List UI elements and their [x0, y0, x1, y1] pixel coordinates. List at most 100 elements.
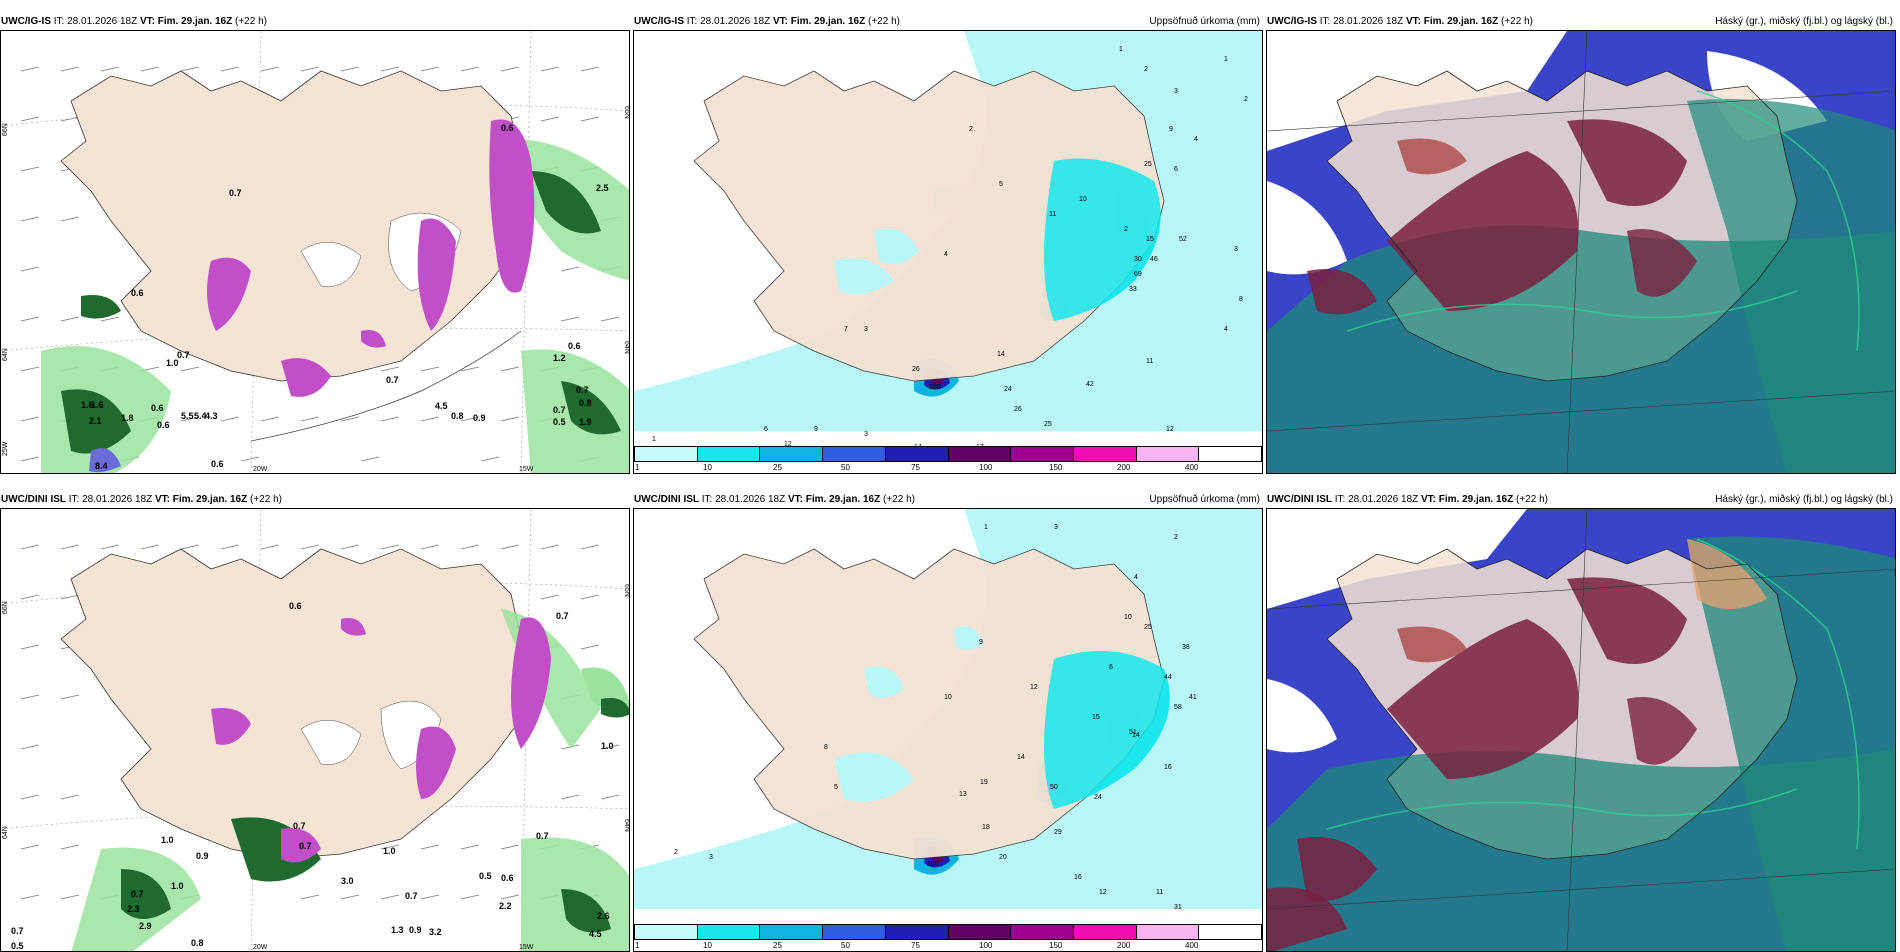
value-label: 25: [1144, 624, 1152, 631]
model-name: UWC/IG-IS: [1267, 16, 1317, 27]
value-label: 4.3: [205, 411, 218, 421]
value-label: 0.7: [553, 405, 566, 415]
lead-time: (+22 h): [235, 16, 267, 27]
legend-swatch: [823, 447, 886, 461]
legend-swatch: [1136, 447, 1200, 461]
value-label: 3: [1054, 524, 1058, 531]
value-label: 0.6: [568, 341, 581, 351]
purple-patches: [207, 119, 535, 397]
value-label: 0.9: [473, 413, 486, 423]
precip-map[interactable]: 1 3 2 4 10 25 38 41 44 51 58 16 24 29 20…: [633, 508, 1263, 952]
value-label: 2: [969, 126, 973, 133]
lead-time: (+22 h): [250, 494, 282, 505]
value-label: 24: [1094, 794, 1102, 801]
value-label: 0.6: [501, 873, 514, 883]
value-label: 0.7: [299, 841, 312, 851]
model-name: UWC/DINI ISL: [634, 494, 699, 505]
precip-map-svg: 1 3 2 4 10 25 38 41 44 51 58 16 24 29 20…: [634, 509, 1262, 951]
model-name: UWC/DINI ISL: [1, 494, 66, 505]
legend-tick: 10: [703, 463, 712, 472]
precip-map[interactable]: 1 2 3 1 2 4 6 3 9 25 30 52 42 46 15 2 8 …: [633, 30, 1263, 474]
precip-labels: 1 3 2 4 10 25 38 41 44 51 58 16 24 29 20…: [674, 524, 1197, 911]
value-label: 0.8: [579, 398, 592, 408]
it-label: IT: 28.01.2026 18Z: [701, 494, 786, 505]
vt-label: VT: Fim. 29.jan. 16Z: [1405, 16, 1499, 27]
lon-label: 15W: [519, 944, 534, 951]
wind-map[interactable]: 0.7 0.6 0.6 1.0 0.7 1.6 2.1 1.8 0.6 0.6 …: [0, 30, 630, 474]
panel-ig-wind: UWC/IG-IS IT: 28.01.2026 18Z VT: Fim. 29…: [0, 14, 630, 474]
value-label: 29: [1054, 829, 1062, 836]
value-label: 46: [1150, 256, 1158, 263]
value-label: 3: [864, 326, 868, 333]
legend-swatch: [1011, 447, 1074, 461]
panel-title: UWC/IG-IS IT: 28.01.2026 18Z VT: Fim. 29…: [0, 14, 630, 30]
legend-tick: 400: [1185, 941, 1199, 950]
product-label: Háský (gr.), miðský (fj.bl.) og lágský (…: [1715, 494, 1893, 505]
lat-label: 66N: [2, 601, 9, 614]
value-label: 2.6: [597, 911, 610, 921]
panel-dini-precip: UWC/DINI ISL IT: 28.01.2026 18Z VT: Fim.…: [633, 492, 1263, 952]
axis-labels: 66N 64N 20W 15W 65N 64N: [2, 584, 629, 951]
cloud-map[interactable]: [1266, 508, 1896, 952]
legend-tick: 10: [703, 941, 712, 950]
value-label: 3: [864, 431, 868, 438]
value-label: 1: [1224, 56, 1228, 63]
it-label: IT: 28.01.2026 18Z: [53, 16, 138, 27]
value-label: 0.9: [196, 851, 209, 861]
value-label: 13: [959, 791, 967, 798]
value-label: 0.6: [211, 459, 224, 469]
value-label: 5: [999, 181, 1003, 188]
it-label: IT: 28.01.2026 18Z: [686, 16, 771, 27]
legend-swatch: [885, 925, 949, 939]
value-label: 2: [1244, 96, 1248, 103]
value-label: 44: [1164, 674, 1172, 681]
value-label: 12: [784, 441, 792, 448]
legend-tick: 75: [911, 941, 920, 950]
lead-time: (+22 h): [868, 16, 900, 27]
value-label: 69: [1134, 271, 1142, 278]
value-label: 9: [979, 639, 983, 646]
value-label: 2: [1124, 226, 1128, 233]
value-label: 1.6: [91, 400, 104, 410]
legend-tick: 100: [979, 941, 993, 950]
value-label: 0.6: [151, 403, 164, 413]
value-label: 1: [984, 524, 988, 531]
legend-swatch: [1011, 925, 1074, 939]
panel-title: UWC/IG-IS IT: 28.01.2026 18Z VT: Fim. 29…: [1266, 14, 1896, 30]
value-label: 1.6: [81, 400, 94, 410]
legend-swatch: [948, 447, 1012, 461]
vt-label: VT: Fim. 29.jan. 16Z: [772, 16, 866, 27]
iceland-land: [693, 70, 1165, 382]
value-label: 0.7: [293, 821, 306, 831]
value-label: 58: [1174, 704, 1182, 711]
value-label: 3: [1174, 88, 1178, 95]
value-label: 25: [1044, 421, 1052, 428]
value-label: 0.7: [576, 385, 589, 395]
wind-map-svg: 0.7 0.6 0.6 1.0 0.7 1.6 2.1 1.8 0.6 0.6 …: [1, 31, 629, 473]
legend-swatch: [823, 925, 886, 939]
value-label: 0.6: [289, 601, 302, 611]
value-label: 41: [1189, 694, 1197, 701]
value-label: 0.5: [11, 941, 24, 951]
vt-label: VT: Fim. 29.jan. 16Z: [1420, 494, 1514, 505]
lat-label: 64N: [2, 348, 9, 361]
value-label: 11: [1049, 211, 1056, 218]
legend-swatch: [1073, 925, 1137, 939]
value-label: 4: [1134, 574, 1138, 581]
value-label: 16: [1164, 764, 1172, 771]
value-label: 0.5: [553, 417, 566, 427]
value-label: 31: [1174, 904, 1182, 911]
product-label: Uppsöfnuð úrkoma (mm): [1149, 494, 1260, 505]
coast-outline: [250, 330, 522, 442]
value-label: 12: [1166, 426, 1174, 433]
legend-tick: 50: [841, 941, 850, 950]
cloud-map[interactable]: [1266, 30, 1896, 474]
wind-map[interactable]: 0.6 0.7 1.0 0.7 0.9 1.0 0.7 2.3 2.9 0.5 …: [0, 508, 630, 952]
it-label: IT: 28.01.2026 18Z: [1334, 494, 1419, 505]
value-label: 0.8: [451, 411, 464, 421]
value-label: 2: [674, 849, 678, 856]
value-label: 100: [927, 861, 939, 868]
legend-swatch: [1073, 447, 1137, 461]
legend-swatches: [634, 924, 1262, 940]
value-label: 2: [1174, 534, 1178, 541]
